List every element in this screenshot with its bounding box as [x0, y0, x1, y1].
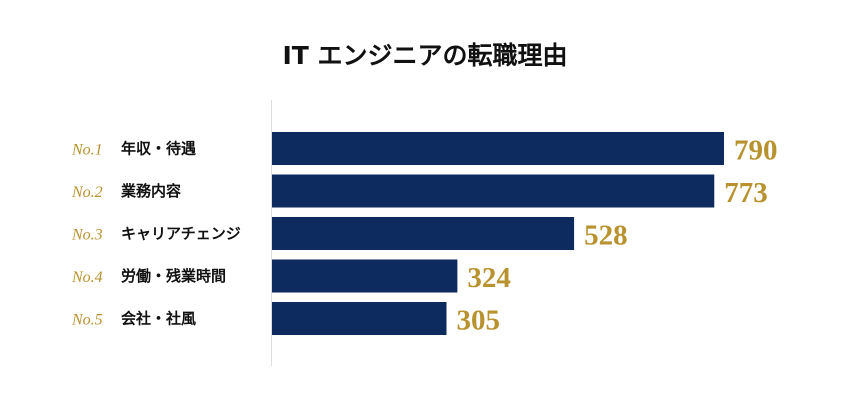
bar — [272, 174, 715, 208]
category-label: キャリアチェンジ — [121, 225, 241, 243]
value-label: 324 — [467, 262, 511, 294]
value-label: 790 — [734, 135, 778, 167]
rank-label: No.1 — [71, 142, 103, 159]
category-label: 会社・社風 — [121, 310, 196, 328]
bar-rows: No.1 年収・待遇 790 No.2 業務内容 773 No.3 キャリアチェンジ 528 No… — [71, 132, 778, 337]
category-label: 年収・待遇 — [121, 140, 196, 158]
bar — [272, 217, 575, 250]
rank-label: No.4 — [71, 269, 103, 286]
rank-label: No.3 — [71, 227, 103, 244]
bar — [272, 259, 458, 293]
value-label: 773 — [724, 177, 768, 209]
category-label: 労働・残業時間 — [121, 267, 226, 285]
bar — [272, 132, 724, 165]
rank-label: No.5 — [71, 312, 103, 329]
category-label: 業務内容 — [120, 182, 181, 200]
value-label: 528 — [584, 220, 628, 252]
chart-title: IT エンジニアの転職理由 — [282, 41, 567, 70]
value-label: 305 — [457, 305, 501, 337]
bar — [272, 302, 447, 335]
rank-label: No.2 — [71, 184, 103, 201]
